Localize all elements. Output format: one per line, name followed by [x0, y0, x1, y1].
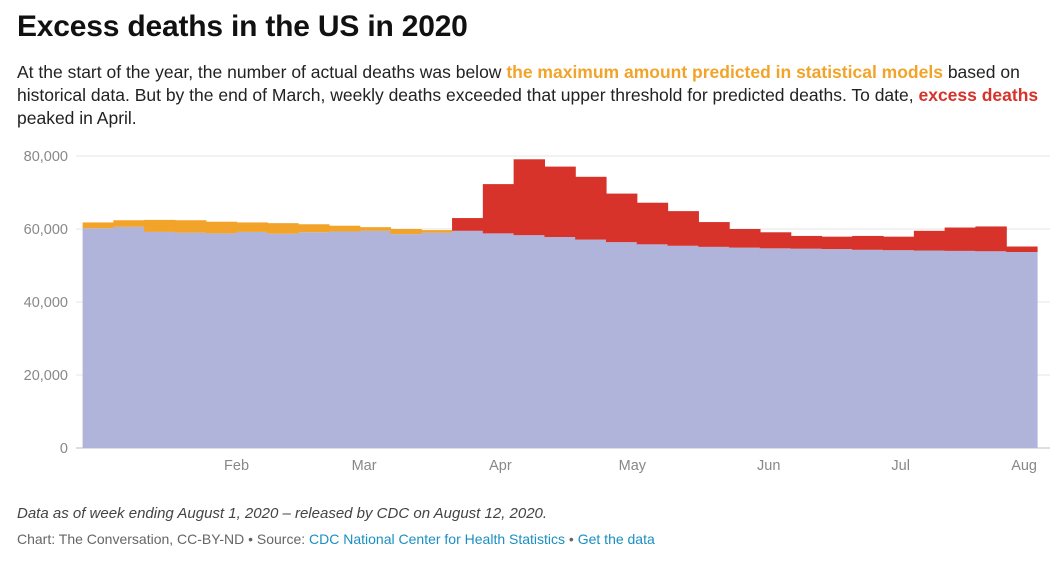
excess-deaths-bar — [575, 176, 607, 240]
excess-deaths-bar — [759, 232, 792, 249]
actual-deaths-bar — [821, 249, 853, 448]
excess-deaths-bar — [544, 166, 576, 238]
below-threshold-bar — [421, 230, 453, 233]
chart-credit: Chart: The Conversation, CC-BY-ND • Sour… — [17, 531, 655, 547]
actual-deaths-bar — [759, 248, 792, 448]
y-tick-label: 60,000 — [24, 222, 68, 238]
actual-deaths-bar — [359, 230, 392, 448]
x-tick-label: Aug — [1011, 458, 1037, 474]
actual-deaths-bar — [205, 233, 238, 448]
chart-marks — [82, 159, 1038, 448]
credit-separator: • — [565, 531, 578, 547]
subtitle-text: peaked in April. — [17, 108, 137, 128]
actual-deaths-bar — [513, 235, 546, 448]
get-the-data-link[interactable]: Get the data — [577, 531, 655, 547]
credit-prefix: Chart: The Conversation, CC-BY-ND • Sour… — [17, 531, 310, 547]
axes: 0 20,000 40,000 60,000 80,000 Feb Mar Apr May Jun… — [24, 149, 1037, 474]
actual-deaths-bar — [790, 248, 823, 448]
actual-deaths-bar — [482, 233, 515, 448]
y-tick-label: 20,000 — [24, 368, 68, 384]
y-tick-label: 0 — [60, 441, 68, 457]
excess-deaths-bar — [729, 229, 761, 248]
actual-deaths-bar — [236, 231, 268, 448]
x-tick-label: Jul — [891, 458, 910, 474]
legend-excess-deaths-label: excess deaths — [918, 85, 1039, 105]
below-threshold-bar — [113, 220, 145, 227]
excess-deaths-bar — [513, 159, 546, 236]
actual-deaths-bar — [421, 232, 453, 448]
excess-deaths-bar — [667, 211, 699, 246]
actual-deaths-bar — [575, 239, 607, 448]
data-note: Data as of week ending August 1, 2020 – … — [17, 505, 548, 522]
actual-deaths-bar — [944, 250, 977, 448]
excess-deaths-bar — [883, 236, 915, 251]
x-tick-label: Jun — [757, 458, 780, 474]
actual-deaths-bar — [883, 250, 915, 448]
x-tick-label: May — [619, 458, 647, 474]
chart-title: Excess deaths in the US in 2020 — [17, 10, 468, 43]
below-threshold-bar — [205, 221, 238, 234]
y-tick-label: 80,000 — [24, 149, 68, 165]
actual-deaths-bar — [636, 244, 669, 448]
actual-deaths-bar — [328, 231, 361, 448]
excess-deaths-bar — [482, 184, 515, 234]
below-threshold-bar — [359, 227, 392, 231]
chart-subtitle: At the start of the year, the number of … — [17, 61, 1042, 130]
subtitle-text: At the start of the year, the number of … — [17, 62, 507, 82]
actual-deaths-bar — [174, 232, 207, 448]
x-tick-label: Apr — [489, 458, 512, 474]
excess-deaths-bar — [698, 222, 730, 247]
actual-deaths-bar — [452, 230, 484, 448]
actual-deaths-bar — [729, 247, 761, 448]
below-threshold-bar — [390, 229, 422, 235]
below-threshold-bar — [328, 225, 361, 232]
x-tick-label: Feb — [224, 458, 249, 474]
below-threshold-bar — [82, 222, 114, 229]
actual-deaths-bar — [913, 250, 946, 448]
excess-deaths-bar — [944, 227, 977, 251]
subtitle-text: based on historical data. But by the end… — [17, 62, 1020, 105]
excess-deaths-bar — [790, 235, 823, 249]
excess-deaths-bar — [1006, 246, 1038, 252]
excess-deaths-bar — [605, 193, 638, 243]
actual-deaths-bar — [390, 234, 422, 448]
actual-deaths-bar — [1006, 251, 1038, 448]
actual-deaths-bar — [267, 233, 299, 448]
below-threshold-bar — [174, 220, 207, 233]
below-threshold-bar — [236, 222, 268, 232]
actual-deaths-bar — [144, 231, 176, 448]
actual-deaths-bar — [82, 228, 114, 448]
excess-deaths-bar — [852, 235, 884, 250]
excess-deaths-bar — [636, 202, 669, 245]
actual-deaths-bar — [698, 246, 730, 448]
excess-deaths-bar — [913, 230, 946, 251]
actual-deaths-bar — [667, 245, 699, 448]
y-tick-label: 40,000 — [24, 295, 68, 311]
legend-max-predicted-label: the maximum amount predicted in statisti… — [506, 62, 943, 82]
actual-deaths-bar — [544, 237, 576, 448]
excess-deaths-chart: 0 20,000 40,000 60,000 80,000 Feb Mar Apr May Jun… — [24, 149, 1050, 474]
excess-deaths-bar — [452, 218, 484, 231]
actual-deaths-bar — [113, 226, 145, 448]
below-threshold-bar — [144, 219, 176, 232]
source-link[interactable]: CDC National Center for Health Statistic… — [309, 531, 566, 547]
x-tick-label: Mar — [352, 458, 377, 474]
excess-deaths-bar — [821, 236, 853, 250]
actual-deaths-bar — [605, 242, 638, 448]
actual-deaths-bar — [975, 251, 1007, 448]
actual-deaths-bar — [298, 232, 330, 448]
below-threshold-bar — [267, 223, 299, 234]
excess-deaths-bar — [975, 226, 1007, 252]
below-threshold-bar — [298, 224, 330, 233]
actual-deaths-bar — [852, 249, 884, 448]
